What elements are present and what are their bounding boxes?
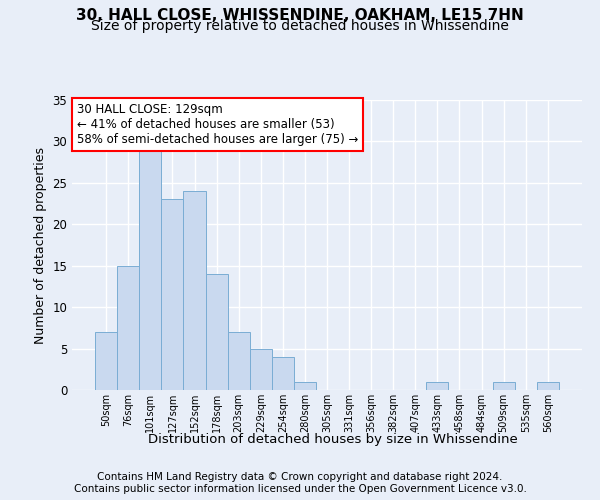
Bar xyxy=(184,191,206,390)
Bar xyxy=(139,150,161,390)
Bar xyxy=(227,332,250,390)
Bar xyxy=(294,382,316,390)
Text: Size of property relative to detached houses in Whissendine: Size of property relative to detached ho… xyxy=(91,19,509,33)
Text: 30, HALL CLOSE, WHISSENDINE, OAKHAM, LE15 7HN: 30, HALL CLOSE, WHISSENDINE, OAKHAM, LE1… xyxy=(76,8,524,22)
Bar xyxy=(117,266,139,390)
Bar xyxy=(161,200,184,390)
Bar xyxy=(272,357,294,390)
Y-axis label: Number of detached properties: Number of detached properties xyxy=(34,146,47,344)
Text: Distribution of detached houses by size in Whissendine: Distribution of detached houses by size … xyxy=(148,432,518,446)
Bar xyxy=(537,382,559,390)
Text: Contains public sector information licensed under the Open Government Licence v3: Contains public sector information licen… xyxy=(74,484,526,494)
Bar xyxy=(250,348,272,390)
Text: 30 HALL CLOSE: 129sqm
← 41% of detached houses are smaller (53)
58% of semi-deta: 30 HALL CLOSE: 129sqm ← 41% of detached … xyxy=(77,103,358,146)
Text: Contains HM Land Registry data © Crown copyright and database right 2024.: Contains HM Land Registry data © Crown c… xyxy=(97,472,503,482)
Bar xyxy=(493,382,515,390)
Bar xyxy=(95,332,117,390)
Bar xyxy=(427,382,448,390)
Bar xyxy=(206,274,227,390)
